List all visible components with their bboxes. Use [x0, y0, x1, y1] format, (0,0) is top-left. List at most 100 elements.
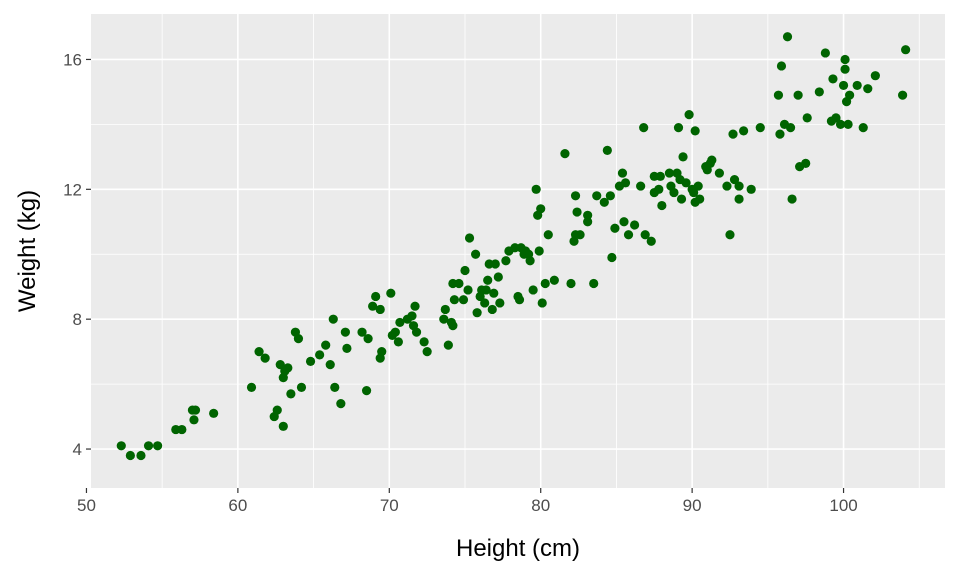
data-point [619, 217, 629, 227]
data-point [254, 347, 264, 357]
data-point [525, 256, 535, 266]
data-point [664, 168, 675, 178]
data-point [543, 230, 553, 240]
data-point [393, 337, 403, 347]
data-point [620, 178, 631, 188]
data-point [729, 174, 740, 185]
data-point [828, 74, 838, 84]
data-point [386, 288, 396, 298]
data-point [693, 181, 703, 191]
data-point [357, 327, 367, 337]
data-point [863, 84, 873, 94]
data-point [755, 123, 765, 133]
data-point [639, 123, 649, 133]
data-point [440, 304, 450, 315]
data-point [190, 405, 201, 415]
data-point [260, 353, 270, 363]
grid-lines [85, 14, 945, 488]
data-point [739, 126, 749, 136]
data-point [534, 246, 544, 256]
data-point [636, 181, 646, 191]
data-point [843, 119, 853, 129]
data-point [734, 181, 744, 191]
data-point [820, 48, 830, 58]
data-point [537, 298, 547, 308]
data-point [443, 340, 453, 350]
y-tick-label: 8 [73, 310, 82, 329]
data-point [684, 110, 694, 120]
data-point [570, 191, 581, 201]
data-point [802, 113, 812, 123]
y-tick-label: 16 [63, 50, 82, 69]
data-point [787, 194, 797, 204]
axes: 50 60 70 80 90 100 4 8 12 16 [63, 50, 858, 515]
data-point [395, 317, 405, 328]
x-axis-title: Height (cm) [456, 535, 580, 562]
data-point [801, 158, 811, 168]
data-point [592, 191, 602, 201]
data-point [540, 278, 550, 289]
data-point [852, 80, 862, 91]
data-point [328, 314, 338, 324]
data-point [209, 408, 219, 418]
data-point [471, 249, 481, 259]
data-point [272, 405, 282, 415]
data-point [321, 340, 331, 350]
data-point [782, 32, 793, 42]
data-point [589, 278, 599, 289]
data-point [629, 220, 640, 230]
data-point [673, 123, 684, 133]
data-point [305, 356, 316, 366]
data-point [785, 123, 796, 133]
data-point [286, 389, 296, 399]
data-point [814, 87, 824, 97]
x-tick-label: 90 [683, 496, 702, 515]
data-point [449, 295, 460, 305]
data-point [776, 61, 787, 71]
data-point [336, 398, 346, 409]
data-point [125, 450, 135, 461]
data-point [390, 327, 400, 337]
data-point [325, 360, 335, 370]
data-point [734, 194, 744, 204]
data-point [773, 90, 784, 100]
data-point [602, 145, 612, 155]
data-point [410, 301, 420, 311]
data-point [690, 126, 700, 136]
data-point [605, 191, 615, 201]
data-point [655, 171, 665, 181]
data-point [898, 90, 908, 100]
data-point [678, 152, 688, 162]
data-point [646, 236, 656, 246]
data-point [845, 90, 855, 100]
data-point [695, 194, 705, 204]
data-point [676, 194, 687, 204]
data-point [714, 168, 724, 178]
data-point [536, 204, 546, 214]
data-point [840, 64, 850, 74]
data-point [746, 184, 756, 194]
x-tick-label: 60 [228, 496, 247, 515]
data-point [330, 382, 340, 392]
data-point [487, 304, 497, 315]
data-point [681, 178, 691, 188]
data-point [549, 275, 559, 285]
data-point [483, 275, 493, 285]
data-point [448, 321, 458, 331]
data-point [463, 285, 473, 295]
data-point [531, 184, 541, 194]
data-point [153, 441, 163, 451]
data-point [514, 295, 525, 305]
data-point [775, 129, 785, 139]
data-point [116, 441, 126, 451]
data-point [870, 71, 880, 81]
data-point [340, 327, 350, 337]
data-point [835, 119, 846, 129]
data-point [361, 386, 372, 396]
data-point [495, 298, 505, 308]
data-point [493, 272, 503, 282]
data-point [489, 288, 499, 298]
data-point [654, 184, 664, 194]
data-point [669, 187, 679, 198]
x-tick-label: 70 [380, 496, 399, 515]
